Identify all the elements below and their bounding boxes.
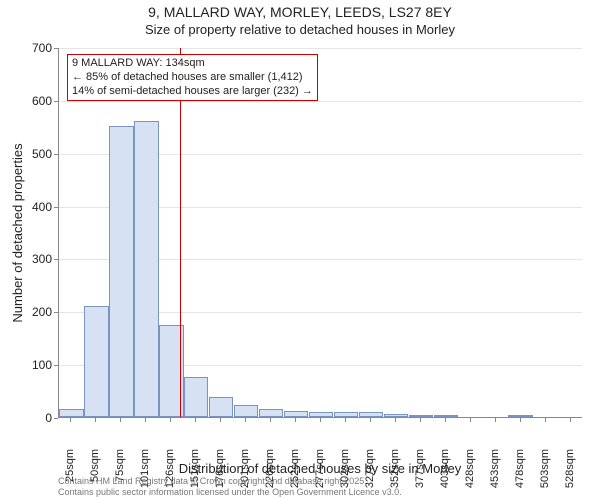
histogram-bar [384,414,408,417]
reference-line [180,48,181,417]
annotation-box: 9 MALLARD WAY: 134sqm ← 85% of detached … [67,54,318,101]
histogram-bar [84,306,108,417]
y-tick-label: 300 [12,252,52,266]
x-tick-mark [345,418,346,422]
histogram-bar [409,415,433,417]
y-tick-label: 500 [12,147,52,161]
histogram-bar [434,415,458,417]
gridline [59,48,582,49]
annotation-line-1: 9 MALLARD WAY: 134sqm [72,57,313,71]
annotation-line-3: 14% of semi-detached houses are larger (… [72,85,313,99]
attribution-line-2: Contains public sector information licen… [58,487,402,498]
chart-title: 9, MALLARD WAY, MORLEY, LEEDS, LS27 8EY [0,4,600,20]
histogram-bar [508,415,532,417]
x-tick-mark [420,418,421,422]
histogram-bar [109,126,133,417]
y-tick-label: 200 [12,305,52,319]
annotation-line-2: ← 85% of detached houses are smaller (1,… [72,71,313,85]
x-tick-mark [570,418,571,422]
y-tick-label: 100 [12,358,52,372]
histogram-bar [234,405,258,417]
histogram-bar [284,411,308,417]
x-tick-mark [220,418,221,422]
x-tick-mark [195,418,196,422]
property-size-histogram: 9, MALLARD WAY, MORLEY, LEEDS, LS27 8EY … [0,0,600,500]
x-tick-mark [170,418,171,422]
histogram-bar [134,121,158,417]
y-tick-label: 400 [12,200,52,214]
y-tick-label: 700 [12,41,52,55]
histogram-bar [334,412,358,417]
histogram-bar [309,412,333,417]
plot-area: 9 MALLARD WAY: 134sqm ← 85% of detached … [58,48,582,418]
x-tick-mark [395,418,396,422]
x-tick-mark [245,418,246,422]
histogram-bar [259,409,283,417]
x-tick-mark [370,418,371,422]
x-tick-mark [320,418,321,422]
x-tick-mark [145,418,146,422]
histogram-bar [59,409,83,417]
y-tick-label: 600 [12,94,52,108]
histogram-bar [359,412,383,417]
x-tick-mark [295,418,296,422]
x-tick-mark [545,418,546,422]
histogram-bar [184,377,208,417]
x-tick-mark [70,418,71,422]
y-tick-label: 0 [12,411,52,425]
y-tick-mark [54,418,58,419]
x-tick-mark [445,418,446,422]
x-axis-label: Distribution of detached houses by size … [58,461,582,476]
x-tick-mark [95,418,96,422]
chart-subtitle: Size of property relative to detached ho… [0,22,600,37]
x-tick-mark [120,418,121,422]
x-tick-mark [495,418,496,422]
x-tick-mark [270,418,271,422]
x-tick-mark [470,418,471,422]
attribution-line-1: Contains HM Land Registry data © Crown c… [58,476,402,487]
attribution-text: Contains HM Land Registry data © Crown c… [58,476,402,498]
histogram-bar [209,397,233,417]
x-tick-mark [520,418,521,422]
